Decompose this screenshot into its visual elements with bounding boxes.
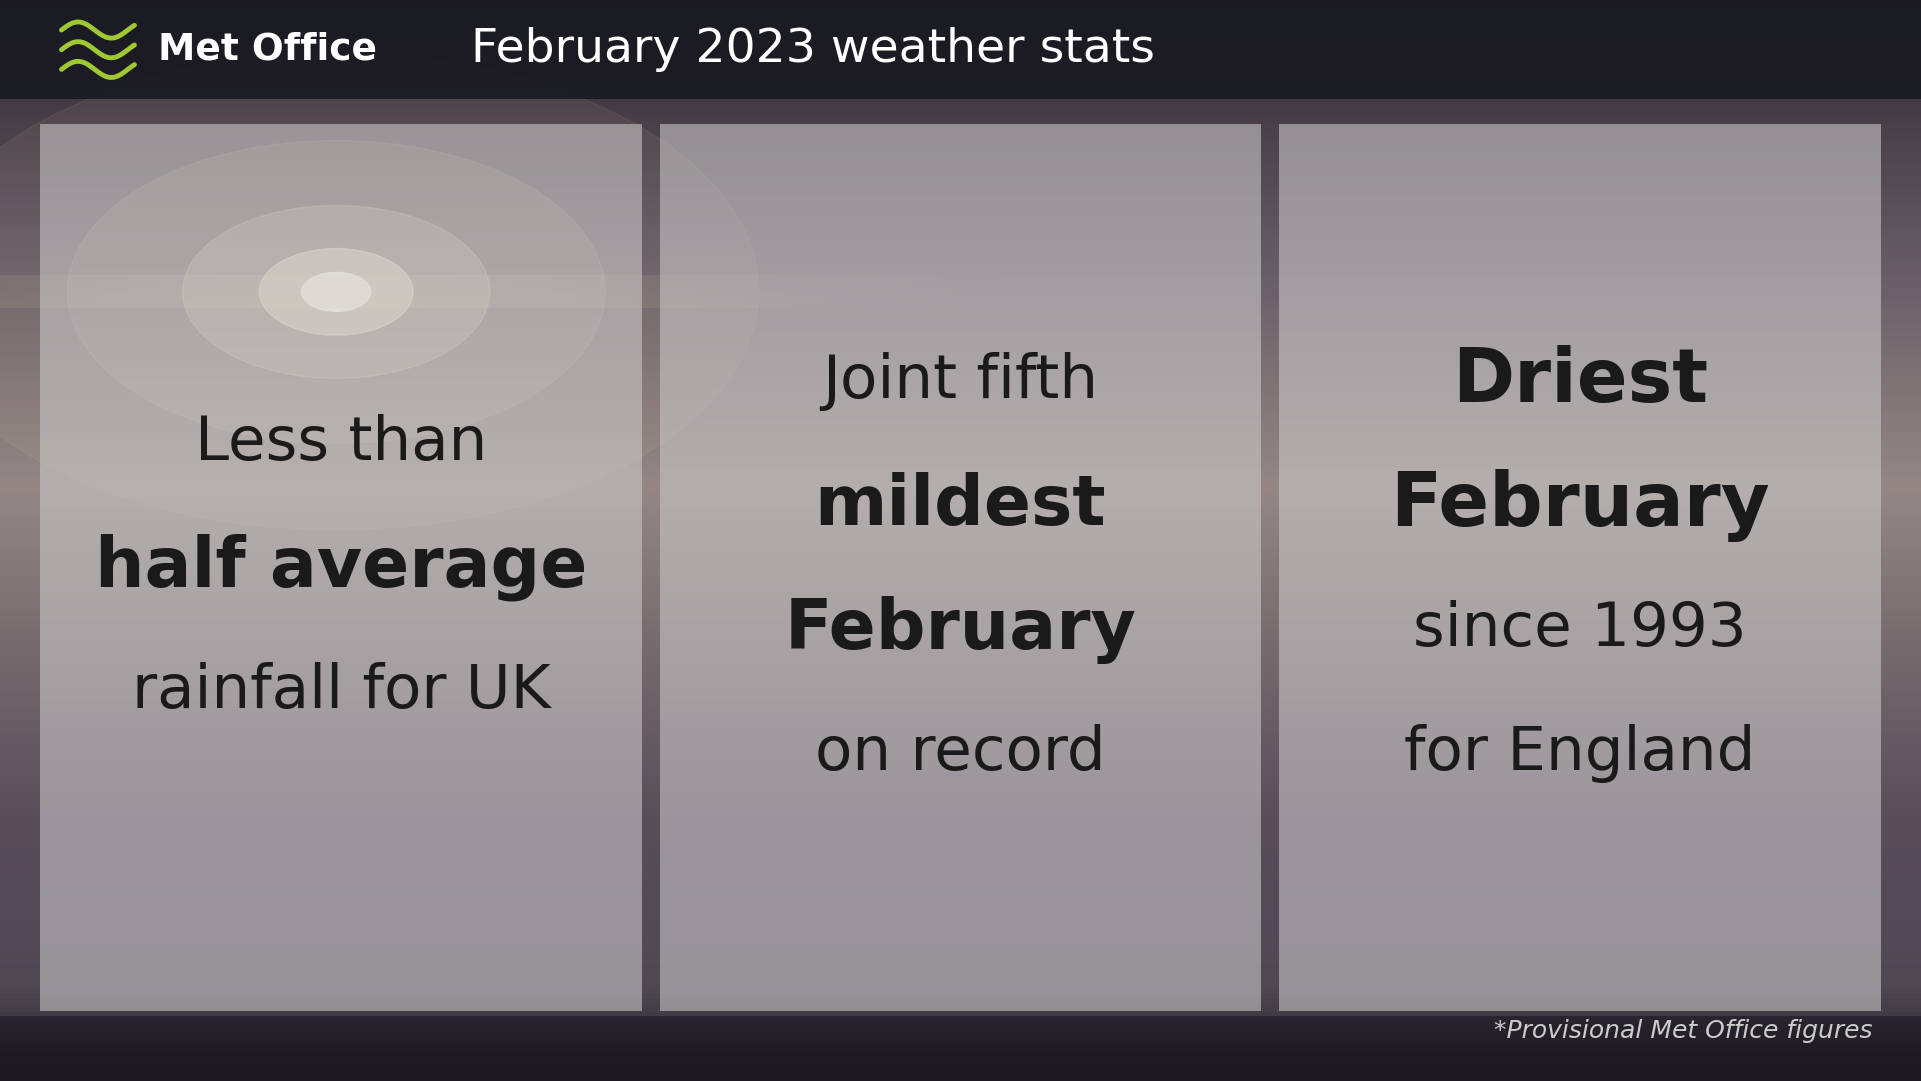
Text: *Provisional Met Office figures: *Provisional Met Office figures bbox=[1495, 1019, 1873, 1043]
Text: Driest: Driest bbox=[1452, 345, 1708, 417]
Circle shape bbox=[259, 249, 413, 335]
Text: rainfall for UK: rainfall for UK bbox=[133, 663, 551, 721]
Text: mildest: mildest bbox=[815, 472, 1106, 538]
Text: February: February bbox=[784, 596, 1137, 664]
Bar bbox=[40, 124, 642, 1011]
Text: Met Office: Met Office bbox=[158, 31, 377, 68]
Bar bbox=[0, 0, 1921, 99]
Text: since 1993: since 1993 bbox=[1412, 600, 1746, 659]
Circle shape bbox=[67, 141, 605, 443]
Text: for England: for England bbox=[1404, 724, 1756, 784]
Text: February 2023 weather stats: February 2023 weather stats bbox=[471, 27, 1155, 72]
Text: Joint fifth: Joint fifth bbox=[822, 351, 1099, 411]
Bar bbox=[659, 124, 1262, 1011]
Circle shape bbox=[0, 54, 759, 530]
Bar bbox=[1279, 124, 1881, 1011]
Text: on record: on record bbox=[815, 724, 1106, 784]
Text: half average: half average bbox=[96, 534, 588, 601]
Text: February: February bbox=[1391, 469, 1769, 542]
Circle shape bbox=[182, 205, 490, 378]
Circle shape bbox=[302, 272, 371, 311]
Text: Less than: Less than bbox=[196, 414, 488, 472]
